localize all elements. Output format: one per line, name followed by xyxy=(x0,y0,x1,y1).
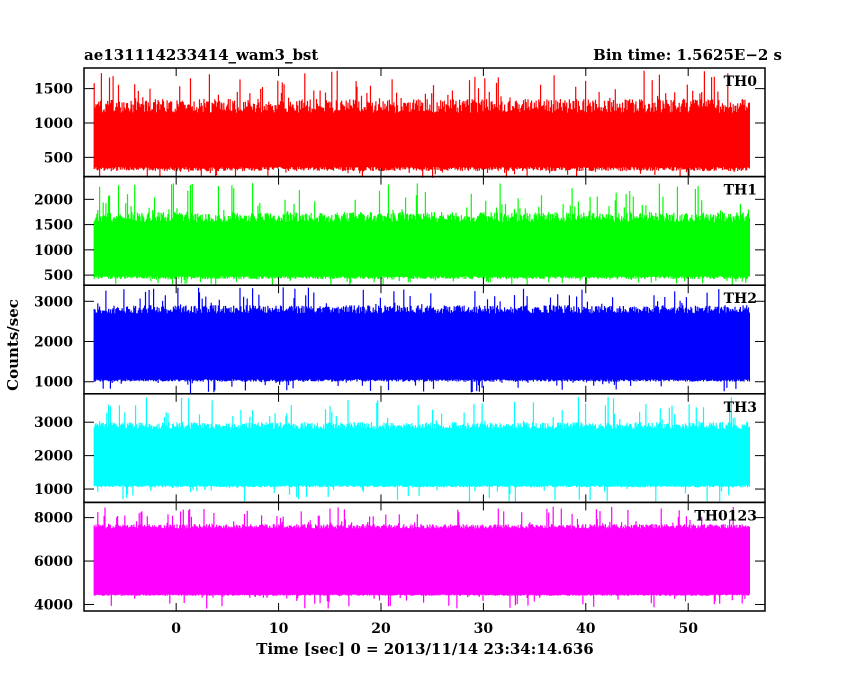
x-tick-label: 0 xyxy=(171,621,181,637)
y-tick-label: 4000 xyxy=(34,597,73,613)
series-line-th2 xyxy=(93,287,750,394)
panel-label: TH1 xyxy=(724,183,757,199)
chart-title: ae131114233414_wam3_bst xyxy=(84,46,318,64)
series-line-th3 xyxy=(93,396,750,503)
y-tick-label: 8000 xyxy=(34,511,73,527)
panel-label: TH0 xyxy=(724,74,758,90)
panel-frame xyxy=(83,501,766,612)
y-tick-label: 2000 xyxy=(34,335,73,351)
x-tick-label: 10 xyxy=(269,621,289,637)
y-tick-label: 2000 xyxy=(34,192,73,208)
y-tick-label: 1500 xyxy=(34,82,73,98)
x-axis: 0 10 20 30 40 50 xyxy=(171,621,698,637)
y-axis-title: Counts/sec xyxy=(4,299,22,391)
y-tick-label: 1000 xyxy=(34,243,73,259)
y-tick-label: 2000 xyxy=(34,449,73,465)
panel-th1: 500 1000 1500 2000 TH1 xyxy=(34,175,766,286)
y-tick-label: 500 xyxy=(44,268,73,284)
y-tick-label: 3000 xyxy=(34,294,73,310)
panel-label: TH2 xyxy=(724,291,757,307)
panel-label: TH0123 xyxy=(694,508,757,524)
series-line-th1 xyxy=(93,183,750,286)
panel-th0123: 4000 6000 8000 TH0123 xyxy=(34,501,766,613)
series-line-th0 xyxy=(93,70,750,178)
y-tick-label: 1000 xyxy=(34,375,73,391)
panel-th0: 500 1000 1500 TH0 xyxy=(34,67,766,178)
panel-label: TH3 xyxy=(724,400,757,416)
x-tick-label: 20 xyxy=(371,621,391,637)
panel-th3: 1000 2000 3000 TH3 xyxy=(34,393,766,504)
series-line-th0123 xyxy=(93,506,750,609)
x-tick-label: 30 xyxy=(474,621,494,637)
y-tick-label: 500 xyxy=(44,150,73,166)
y-tick-label: 1500 xyxy=(34,218,73,234)
y-tick-label: 6000 xyxy=(34,554,73,570)
panel-th2: 1000 2000 3000 TH2 xyxy=(34,284,766,395)
y-tick-label: 3000 xyxy=(34,415,73,431)
x-tick-label: 50 xyxy=(678,621,698,637)
chart-subtitle: Bin time: 1.5625E−2 s xyxy=(593,46,782,64)
panels-group: 500 1000 1500 TH0 500 1000 1500 2000 TH1 1000 2000… xyxy=(34,67,766,613)
y-tick-label: 1000 xyxy=(34,482,73,498)
x-tick-label: 40 xyxy=(576,621,596,637)
x-axis-title: Time [sec] 0 = 2013/11/14 23:34:14.636 xyxy=(256,640,593,658)
y-tick-label: 1000 xyxy=(34,116,73,132)
